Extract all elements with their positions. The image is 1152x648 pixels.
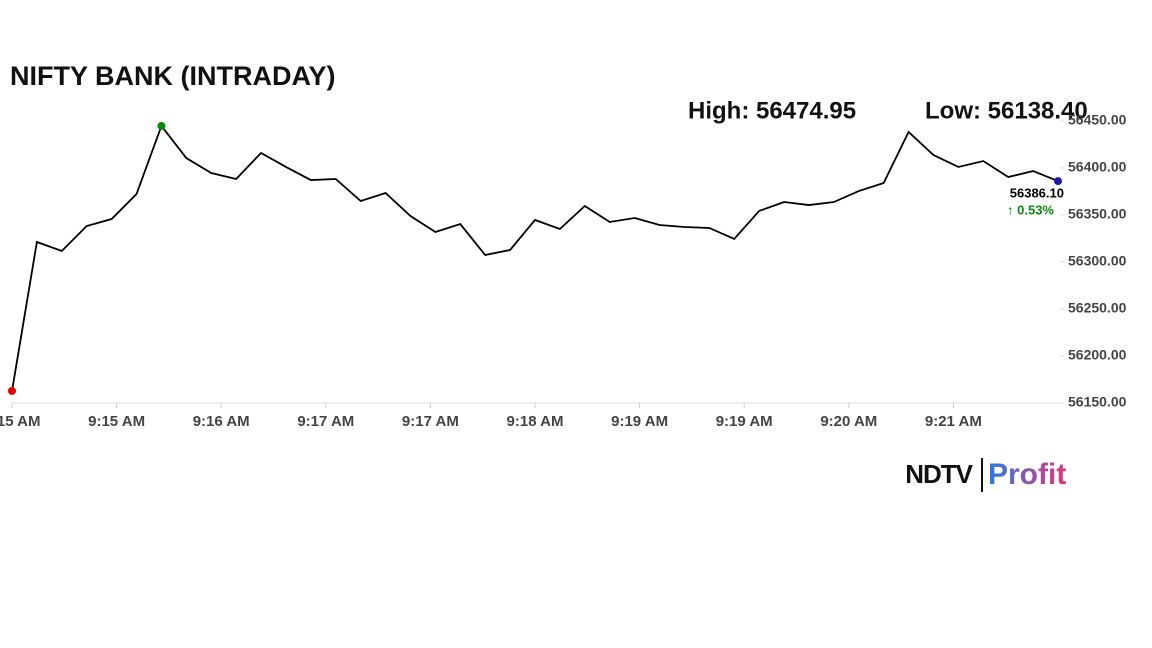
y-tick-label: 56150.00 [1068, 394, 1127, 410]
start-marker [8, 386, 16, 395]
last-value-label: 56386.10 [1010, 186, 1064, 201]
x-tick-label: 9:19 AM [716, 413, 773, 430]
y-tick-label: 56300.00 [1068, 253, 1127, 269]
y-tick-label: 56250.00 [1068, 300, 1127, 316]
x-tick-label: 9:16 AM [193, 413, 250, 430]
x-tick-label: 9:19 AM [611, 413, 668, 430]
y-tick-label: 56450.00 [1068, 112, 1127, 128]
x-tick-label: 9:20 AM [820, 413, 877, 430]
x-tick-label: 9:15 AM [88, 413, 145, 430]
logo-profit: Profit [988, 458, 1066, 491]
chart-title: NIFTY BANK (INTRADAY) [10, 61, 336, 91]
x-tick-label: 9:17 AM [297, 413, 354, 430]
change-label: ↑ 0.53% [1007, 203, 1054, 218]
low-annotation: Low: 56138.40 [925, 97, 1088, 124]
x-tick-label: 9:21 AM [925, 413, 982, 430]
high-annotation: High: 56474.95 [688, 97, 856, 124]
high-marker [157, 121, 166, 130]
y-tick-label: 56400.00 [1068, 159, 1127, 175]
y-tick-label: 56200.00 [1068, 347, 1127, 363]
x-tick-label: 9:18 AM [507, 413, 564, 430]
x-tick-label: 9:17 AM [402, 413, 459, 430]
y-tick-label: 56350.00 [1068, 206, 1127, 222]
price-line [11, 124, 1059, 392]
x-tick-label: 9:15 AM [0, 413, 40, 430]
logo-ndtv: NDTV [905, 459, 973, 489]
end-marker [1054, 177, 1062, 186]
